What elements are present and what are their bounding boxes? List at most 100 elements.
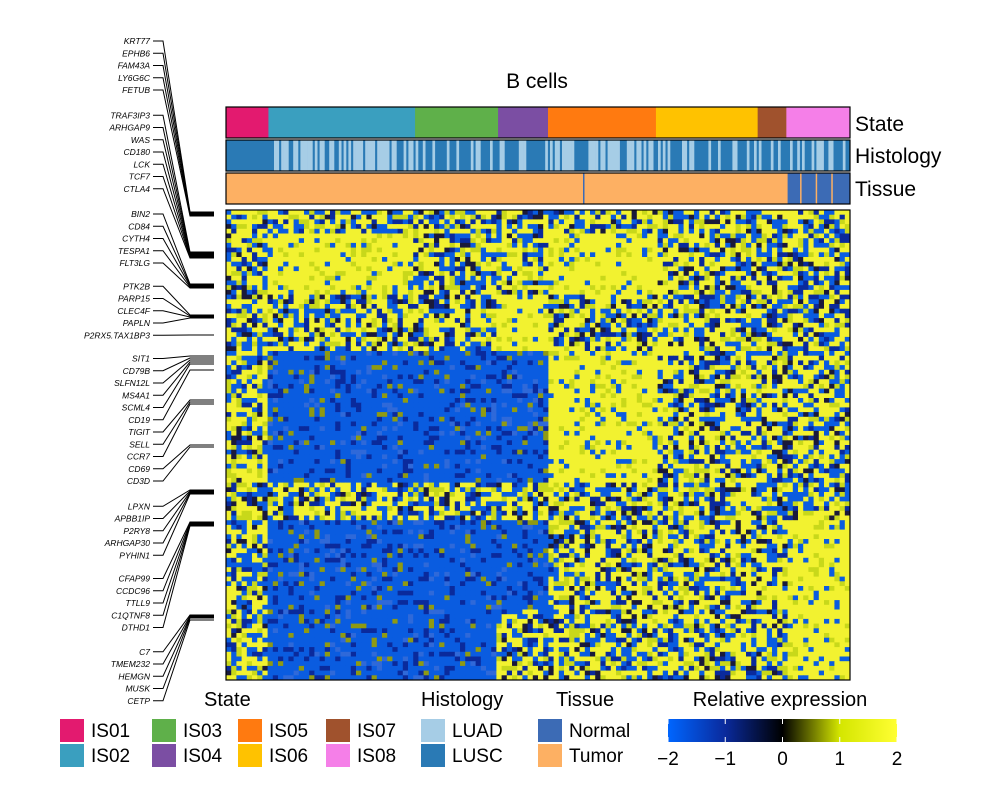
heatmap-cell: [439, 271, 445, 276]
heatmap-cell: [767, 276, 773, 281]
heatmap-cell: [767, 370, 773, 375]
heatmap-cell: [283, 248, 289, 253]
heatmap-cell: [351, 379, 357, 384]
heatmap-cell: [782, 252, 788, 257]
heatmap-cell: [242, 262, 248, 267]
heatmap-cell: [704, 313, 710, 318]
heatmap-cell: [522, 210, 528, 215]
heatmap-cell: [803, 346, 809, 351]
heatmap-cell: [788, 290, 794, 295]
heatmap-cell: [756, 304, 762, 309]
heatmap-cell: [751, 309, 757, 314]
heatmap-cell: [252, 219, 258, 224]
heatmap-cell: [715, 370, 721, 375]
heatmap-cell: [647, 238, 653, 243]
heatmap-cell: [777, 379, 783, 384]
heatmap-cell: [257, 351, 263, 356]
heatmap-cell: [429, 304, 435, 309]
heatmap-cell: [247, 313, 253, 318]
heatmap-cell: [793, 262, 799, 267]
heatmap-cell: [694, 276, 700, 281]
heatmap-cell: [772, 389, 778, 394]
heatmap-cell: [824, 238, 830, 243]
heatmap-cell: [746, 360, 752, 365]
heatmap-cell: [262, 389, 268, 394]
heatmap-cell: [798, 224, 804, 229]
heatmap-cell: [606, 346, 612, 351]
heatmap-cell: [320, 248, 326, 253]
heatmap-cell: [704, 351, 710, 356]
heatmap-cell: [242, 210, 248, 215]
heatmap-cell: [668, 290, 674, 295]
heatmap-cell: [377, 365, 383, 370]
heatmap-cell: [522, 252, 528, 257]
heatmap-cell: [226, 266, 232, 271]
heatmap-cell: [564, 356, 570, 361]
track-labels: State Histology Tissue: [855, 113, 942, 201]
heatmap-cell: [340, 243, 346, 248]
heatmap-cell: [762, 346, 768, 351]
heatmap-cell: [439, 342, 445, 347]
heatmap-cell: [278, 318, 284, 323]
heatmap-cell: [502, 210, 508, 215]
heatmap-cell: [314, 290, 320, 295]
heatmap-cell: [351, 219, 357, 224]
heatmap-cell: [346, 248, 352, 253]
heatmap-cell: [751, 351, 757, 356]
heatmap-cell: [803, 384, 809, 389]
heatmap-cell: [590, 379, 596, 384]
heatmap-cell: [418, 389, 424, 394]
heatmap-cell: [559, 215, 565, 220]
heatmap-cell: [377, 285, 383, 290]
heatmap-cell: [398, 342, 404, 347]
heatmap-cell: [320, 257, 326, 262]
heatmap-cell: [512, 360, 518, 365]
heatmap-cell: [673, 210, 679, 215]
heatmap-cell: [746, 276, 752, 281]
heatmap-cell: [346, 304, 352, 309]
heatmap-cell: [673, 375, 679, 380]
heatmap-cell: [476, 379, 482, 384]
heatmap-cell: [299, 309, 305, 314]
heatmap-cell: [517, 229, 523, 234]
heatmap-cell: [340, 389, 346, 394]
heatmap-cell: [658, 210, 664, 215]
heatmap-cell: [840, 342, 846, 347]
heatmap-cell: [600, 351, 606, 356]
heatmap-cell: [559, 328, 565, 333]
heatmap-cell: [257, 252, 263, 257]
heatmap-cell: [320, 356, 326, 361]
heatmap-cell: [725, 328, 731, 333]
heatmap-cell: [616, 365, 622, 370]
heatmap-cell: [824, 234, 830, 239]
heatmap-cell: [798, 299, 804, 304]
heatmap-cell: [273, 384, 279, 389]
heatmap-cell: [580, 318, 586, 323]
heatmap-cell: [782, 370, 788, 375]
heatmap-cell: [710, 351, 716, 356]
heatmap-cell: [278, 276, 284, 281]
heatmap-cell: [741, 229, 747, 234]
heatmap-cell: [502, 313, 508, 318]
heatmap-cell: [834, 304, 840, 309]
heatmap-cell: [361, 309, 367, 314]
heatmap-cell: [335, 238, 341, 243]
heatmap-cell: [429, 271, 435, 276]
heatmap-cell: [543, 398, 549, 403]
heatmap-cell: [335, 215, 341, 220]
heatmap-cell: [834, 351, 840, 356]
heatmap-cell: [496, 248, 502, 253]
heatmap-cell: [590, 215, 596, 220]
heatmap-cell: [320, 346, 326, 351]
heatmap-cell: [548, 309, 554, 314]
histology-strip-luad: [310, 140, 313, 171]
heatmap-cell: [424, 375, 430, 380]
heatmap-cell: [808, 337, 814, 342]
heatmap-cell: [528, 384, 534, 389]
heatmap-cell: [533, 384, 539, 389]
heatmap-cell: [309, 304, 315, 309]
heatmap-cell: [663, 379, 669, 384]
heatmap-cell: [762, 337, 768, 342]
heatmap-cell: [335, 365, 341, 370]
heatmap-cell: [725, 290, 731, 295]
